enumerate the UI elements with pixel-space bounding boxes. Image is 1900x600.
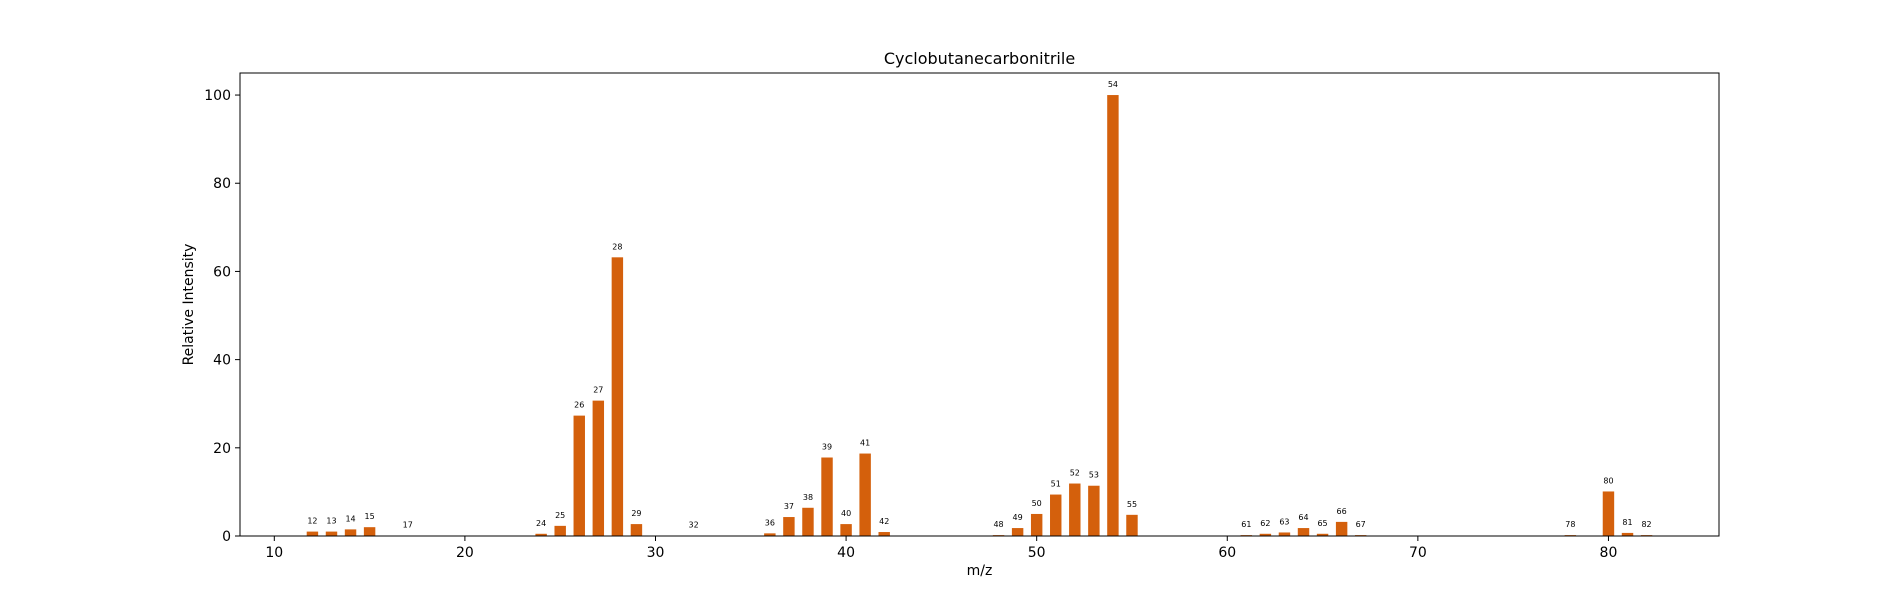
y-tick-label: 0 <box>222 529 231 545</box>
bar-label-66: 66 <box>1337 507 1347 516</box>
bar-label-28: 28 <box>612 242 622 251</box>
bar-label-39: 39 <box>822 443 832 452</box>
bar-mz-29 <box>630 524 643 536</box>
bar-mz-54 <box>1107 95 1119 537</box>
bar-label-25: 25 <box>555 511 565 520</box>
bar-mz-64 <box>1297 528 1310 536</box>
bar-mz-51 <box>1050 494 1062 536</box>
bar-mz-62 <box>1259 533 1272 536</box>
bar-label-24: 24 <box>536 519 546 528</box>
bar-mz-52 <box>1069 483 1081 536</box>
bar-mz-49 <box>1011 528 1024 536</box>
bar-mz-66 <box>1335 521 1348 536</box>
x-tick-label: 40 <box>837 545 855 561</box>
bar-mz-42 <box>878 532 890 536</box>
bar-label-64: 64 <box>1298 513 1308 522</box>
bar-mz-27 <box>592 400 605 536</box>
bar-label-78: 78 <box>1565 520 1575 529</box>
x-tick-label: 30 <box>647 545 665 561</box>
bar-label-81: 81 <box>1622 518 1632 527</box>
bar-label-38: 38 <box>803 493 813 502</box>
bar-label-54: 54 <box>1108 80 1118 89</box>
bar-mz-25 <box>554 525 566 536</box>
bar-label-55: 55 <box>1127 500 1137 509</box>
bar-mz-80 <box>1602 491 1615 536</box>
bar-label-62: 62 <box>1260 519 1270 528</box>
bar-mz-14 <box>344 529 357 536</box>
x-axis-label: m/z <box>967 563 993 579</box>
bar-label-12: 12 <box>307 517 317 526</box>
y-tick-label: 100 <box>204 88 231 104</box>
y-tick-label: 80 <box>213 176 231 192</box>
bar-label-48: 48 <box>993 520 1003 529</box>
bar-mz-28 <box>611 257 624 536</box>
bar-label-52: 52 <box>1070 469 1080 478</box>
bar-label-36: 36 <box>765 518 775 527</box>
y-tick-label: 20 <box>213 441 231 457</box>
x-tick-label: 70 <box>1409 545 1427 561</box>
bar-mz-39 <box>821 457 833 536</box>
bar-mz-53 <box>1088 485 1100 536</box>
bar-label-27: 27 <box>593 386 603 395</box>
bar-label-29: 29 <box>631 509 641 518</box>
bar-label-32: 32 <box>689 521 699 530</box>
bar-label-51: 51 <box>1051 480 1061 489</box>
bar-labels-group: 12 13 14 15 17 24 25 26 27 28 29 32 36 37 38 39 40 41 42 48… <box>307 80 1651 530</box>
bar-mz-40 <box>840 524 852 536</box>
bar-label-82: 82 <box>1641 520 1651 529</box>
bar-label-42: 42 <box>879 517 889 526</box>
bar-label-37: 37 <box>784 502 794 511</box>
bar-label-67: 67 <box>1356 520 1366 529</box>
bar-label-50: 50 <box>1032 499 1042 508</box>
bar-label-61: 61 <box>1241 520 1251 529</box>
x-axis-ticks: 10 20 30 40 50 60 70 80 <box>265 536 1617 561</box>
bar-mz-38 <box>802 507 814 536</box>
x-tick-label: 80 <box>1600 545 1618 561</box>
y-tick-label: 60 <box>213 264 231 280</box>
x-tick-label: 50 <box>1028 545 1046 561</box>
bar-label-80: 80 <box>1603 476 1613 485</box>
bar-mz-15 <box>363 527 376 536</box>
bar-label-17: 17 <box>403 521 413 530</box>
x-tick-label: 10 <box>265 545 283 561</box>
bar-mz-24 <box>535 533 547 536</box>
chart-title: Cyclobutanecarbonitrile <box>884 49 1075 68</box>
bar-mz-36 <box>764 533 776 536</box>
y-tick-label: 40 <box>213 353 231 369</box>
bar-mz-12 <box>306 531 319 536</box>
bar-label-13: 13 <box>326 517 336 526</box>
bar-mz-55 <box>1126 514 1138 536</box>
bar-label-14: 14 <box>345 514 355 523</box>
bar-label-63: 63 <box>1279 517 1289 526</box>
x-tick-label: 60 <box>1218 545 1236 561</box>
bar-mz-26 <box>573 415 585 536</box>
bar-label-65: 65 <box>1317 519 1327 528</box>
bar-mz-50 <box>1030 513 1043 536</box>
bar-mz-37 <box>783 517 795 536</box>
bar-label-49: 49 <box>1013 513 1023 522</box>
bar-label-53: 53 <box>1089 471 1099 480</box>
bar-label-40: 40 <box>841 509 851 518</box>
bar-mz-81 <box>1621 532 1634 536</box>
plot-frame <box>239 72 1720 537</box>
bar-mz-13 <box>325 531 338 536</box>
y-axis-label: Relative Intensity <box>181 244 197 366</box>
bar-label-15: 15 <box>365 512 375 521</box>
bar-mz-63 <box>1278 532 1291 536</box>
x-tick-label: 20 <box>456 545 474 561</box>
bar-label-41: 41 <box>860 439 870 448</box>
y-axis-ticks: 0 20 40 60 80 100 <box>204 88 240 545</box>
bar-mz-41 <box>859 453 871 536</box>
bars-group <box>306 95 1653 537</box>
bar-mz-65 <box>1316 533 1329 536</box>
bar-label-26: 26 <box>574 401 584 410</box>
